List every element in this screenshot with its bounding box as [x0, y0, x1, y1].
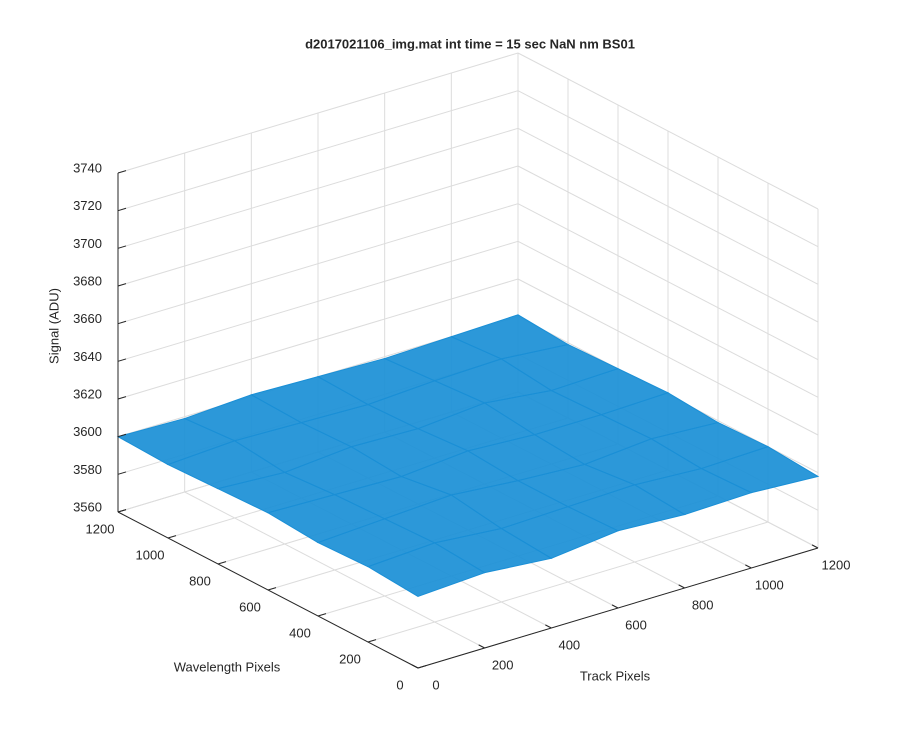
tick-mark	[167, 535, 177, 539]
x-axis-label: Track Pixels	[580, 668, 651, 683]
x-tick-label: 400	[558, 637, 580, 652]
tick-mark	[478, 644, 485, 649]
grid-line	[117, 52, 519, 174]
z-tick-label: 3740	[73, 160, 102, 175]
tick-mark	[317, 613, 327, 617]
z-tick-label: 3580	[73, 462, 102, 477]
axes: 0 200 400 600 800 1000 1200 0 200 400 600 800 1000 12…	[73, 160, 850, 692]
tick-mark	[117, 320, 127, 325]
grid-line	[117, 203, 519, 325]
y-tick-label: 600	[239, 599, 261, 614]
grid-line	[117, 127, 519, 249]
tick-mark	[545, 624, 552, 629]
grid-line	[517, 165, 819, 323]
tick-mark	[117, 207, 127, 212]
chart-title: d2017021106_img.mat int time = 15 sec Na…	[305, 36, 635, 51]
grid-line	[367, 521, 769, 643]
z-tick-label: 3560	[73, 499, 102, 514]
y-tick-label: 400	[289, 625, 311, 640]
y-tick-label: 1200	[86, 521, 115, 536]
tick-mark	[367, 639, 377, 643]
tick-mark	[117, 245, 127, 249]
tick-mark	[117, 358, 127, 362]
tick-mark	[117, 283, 127, 287]
y-axis-label: Wavelength Pixels	[174, 659, 281, 674]
tick-mark	[117, 509, 127, 513]
tick-mark	[417, 665, 427, 669]
tick-mark	[117, 433, 127, 438]
x-tick-label: 800	[692, 597, 714, 612]
tick-mark	[678, 584, 685, 589]
tick-mark	[117, 396, 127, 400]
z-tick-label: 3640	[73, 349, 102, 364]
grid-line	[117, 240, 519, 362]
z-tick-label: 3620	[73, 386, 102, 401]
y-tick-label: 200	[339, 651, 361, 666]
x-tick-label: 0	[432, 677, 439, 692]
tick-mark	[267, 587, 277, 591]
y-tick-label: 0	[396, 677, 403, 692]
tick-mark	[811, 544, 819, 549]
grid-line	[517, 240, 819, 398]
tick-mark	[411, 664, 419, 669]
tick-mark	[611, 604, 619, 609]
grid-line	[517, 127, 819, 285]
surface	[116, 314, 820, 597]
z-tick-label: 3720	[73, 198, 102, 213]
y-tick-label: 1000	[136, 547, 165, 562]
y-tick-label: 800	[189, 573, 211, 588]
x-tick-label: 1200	[822, 557, 851, 572]
grid-line	[117, 165, 519, 287]
surface-patch	[366, 542, 486, 597]
x-tick-label: 200	[492, 657, 514, 672]
x-tick-label: 600	[625, 617, 647, 632]
tick-mark	[745, 564, 752, 569]
tick-mark	[117, 170, 127, 174]
grid-line	[517, 203, 819, 361]
grid-line	[517, 278, 819, 436]
tick-mark	[217, 561, 227, 565]
grid-line	[117, 90, 519, 212]
tick-mark	[117, 471, 127, 475]
x-tick-label: 1000	[755, 577, 784, 592]
grid-line	[517, 52, 819, 210]
z-tick-label: 3660	[73, 311, 102, 326]
z-tick-label: 3700	[73, 236, 102, 251]
grid-line	[517, 90, 819, 248]
z-axis-label: Signal (ADU)	[46, 288, 61, 364]
z-tick-label: 3600	[73, 424, 102, 439]
z-tick-label: 3680	[73, 273, 102, 288]
grid-line	[117, 278, 519, 400]
